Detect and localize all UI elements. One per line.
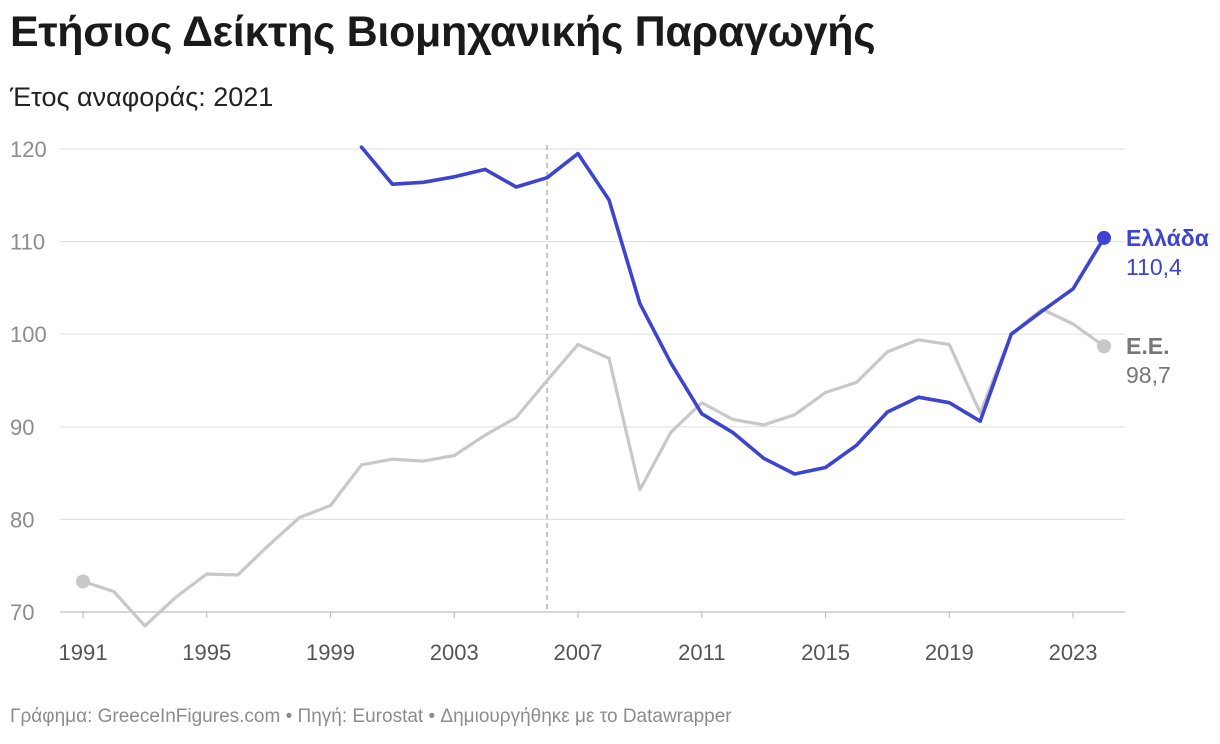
data-point-eu xyxy=(573,339,583,349)
y-tick-label: 100 xyxy=(10,322,47,347)
x-tick-label: 2003 xyxy=(430,640,479,665)
data-point-eu xyxy=(295,513,305,523)
data-point-eu xyxy=(171,592,181,602)
data-point-greece xyxy=(418,177,428,187)
data-point-greece xyxy=(944,398,954,408)
data-point-eu xyxy=(604,353,614,363)
series-line-eu xyxy=(81,307,1106,628)
data-point-greece xyxy=(1068,284,1078,294)
data-point-greece xyxy=(666,358,676,368)
data-point-greece xyxy=(449,172,459,182)
data-point-greece xyxy=(511,182,521,192)
data-point-eu xyxy=(635,485,645,495)
data-point-eu xyxy=(387,454,397,464)
x-tick-label: 2015 xyxy=(801,640,850,665)
data-point-greece xyxy=(387,179,397,189)
data-point-eu xyxy=(326,501,336,511)
data-point-eu xyxy=(944,339,954,349)
x-tick-label: 1999 xyxy=(306,640,355,665)
data-point-eu xyxy=(109,587,119,597)
data-point-greece xyxy=(851,440,861,450)
data-point-greece xyxy=(356,142,366,152)
end-marker-greece xyxy=(1097,230,1111,245)
data-point-greece xyxy=(790,469,800,479)
data-point-greece xyxy=(1006,329,1016,339)
page-title: Ετήσιος Δείκτης Βιομηχανικής Παραγωγής xyxy=(10,8,876,56)
x-tick-label: 2019 xyxy=(925,640,974,665)
start-marker-eu xyxy=(76,574,90,589)
x-tick-label: 2011 xyxy=(678,640,725,665)
data-point-greece xyxy=(635,299,645,309)
y-tick-label: 80 xyxy=(10,507,34,532)
data-point-greece xyxy=(759,453,769,463)
y-tick-label: 70 xyxy=(10,600,34,625)
series-label-greece: Ελλάδα xyxy=(1126,225,1209,251)
data-point-greece xyxy=(1037,306,1047,316)
data-point-eu xyxy=(1068,319,1078,329)
end-marker-eu xyxy=(1097,339,1111,354)
series-line-greece xyxy=(359,145,1106,476)
label-layer: Ε.Ε. 98,7 Ελλάδα 110,4 xyxy=(1126,225,1209,388)
y-tick-label: 120 xyxy=(10,137,47,162)
data-point-greece xyxy=(882,407,892,417)
data-point-eu xyxy=(233,570,243,580)
x-tick-label: 2007 xyxy=(554,640,603,665)
page-subtitle: Έτος αναφοράς: 2021 xyxy=(10,82,274,112)
data-point-eu xyxy=(140,621,150,631)
data-point-greece xyxy=(480,164,490,174)
data-point-eu xyxy=(913,335,923,345)
data-point-eu xyxy=(728,414,738,424)
data-point-eu xyxy=(449,451,459,461)
data-point-eu xyxy=(511,413,521,423)
y-tick-label: 90 xyxy=(10,415,34,440)
chart-footer: Γράφημα: GreeceInFigures.com • Πηγή: Eur… xyxy=(10,706,732,727)
x-tick-label: 2023 xyxy=(1049,640,1098,665)
y-tick-label: 110 xyxy=(10,230,45,255)
x-tick-label: 1995 xyxy=(182,640,231,665)
data-point-greece xyxy=(604,195,614,205)
series-value-greece: 110,4 xyxy=(1126,254,1182,280)
data-point-eu xyxy=(356,460,366,470)
line-chart: 70 80 90 100 110 120 1991 1995 1999 2003 2007 2011 2… xyxy=(10,137,1209,665)
data-point-eu xyxy=(759,420,769,430)
data-point-eu xyxy=(666,427,676,437)
data-point-greece xyxy=(542,173,552,183)
data-point-greece xyxy=(573,149,583,159)
grid-layer: 70 80 90 100 110 120 1991 1995 1999 2003 2007 2011 2… xyxy=(10,137,1125,665)
data-point-eu xyxy=(480,430,490,440)
data-point-greece xyxy=(975,416,985,426)
data-point-eu xyxy=(264,540,274,550)
x-tick-label: 1991 xyxy=(59,640,108,665)
data-point-eu xyxy=(542,376,552,386)
data-point-greece xyxy=(728,427,738,437)
data-point-greece xyxy=(697,409,707,419)
data-point-greece xyxy=(913,392,923,402)
series-label-eu: Ε.Ε. xyxy=(1126,333,1169,359)
data-point-eu xyxy=(418,456,428,466)
data-point-eu xyxy=(202,569,212,579)
data-point-greece xyxy=(821,463,831,473)
data-point-eu xyxy=(790,410,800,420)
data-point-eu xyxy=(821,388,831,398)
data-point-eu xyxy=(851,377,861,387)
series-value-eu: 98,7 xyxy=(1126,362,1171,388)
series-layer xyxy=(76,142,1111,631)
data-point-eu xyxy=(882,347,892,357)
